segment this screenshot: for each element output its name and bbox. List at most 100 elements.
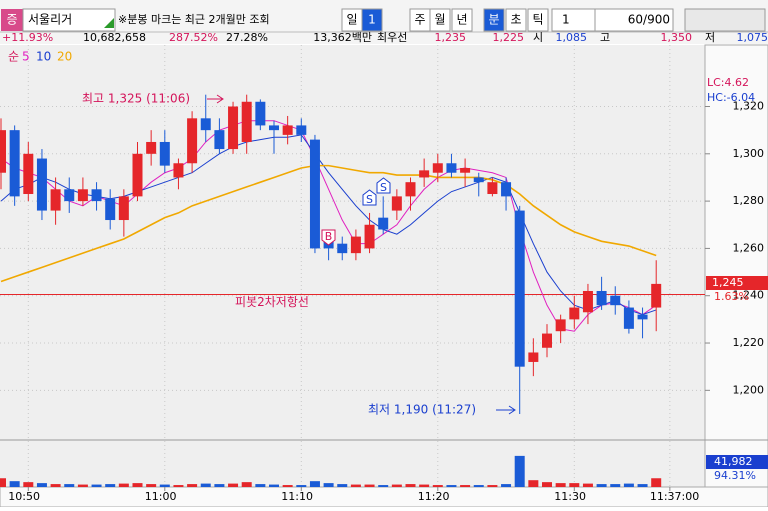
volume-bar xyxy=(597,484,607,487)
volume-bar xyxy=(337,484,347,487)
volume: 10,682,658 xyxy=(83,31,146,44)
volume-bar xyxy=(105,484,115,487)
toolbar-button-label[interactable]: 월 xyxy=(434,13,445,27)
stock-name[interactable]: 서울리거 xyxy=(28,13,72,27)
candle-body xyxy=(378,218,388,230)
candle-body xyxy=(255,102,265,126)
volume-bar xyxy=(433,485,443,487)
count-box[interactable] xyxy=(552,9,600,31)
candle-body xyxy=(583,291,593,312)
candle-body xyxy=(487,182,497,194)
volume-bar xyxy=(37,483,47,487)
toolbar-button-label[interactable]: 년 xyxy=(456,13,467,27)
vol-pct: 94.31% xyxy=(714,469,756,482)
toolbar-button-label[interactable]: 분 xyxy=(488,13,499,27)
volume-bar xyxy=(133,483,143,487)
candle-body xyxy=(624,308,634,329)
legend-ma10: 10 xyxy=(36,50,51,64)
volume-bar xyxy=(406,484,416,487)
volume-bar xyxy=(583,484,593,487)
y-tick-label: 1,300 xyxy=(733,147,765,160)
candle-body xyxy=(597,291,607,305)
volume-bar xyxy=(487,485,497,487)
candle-body xyxy=(528,352,538,361)
notice: ※분봉 마크는 최근 2개월만 조회 xyxy=(118,13,270,26)
change-pct: +11.93% xyxy=(2,31,53,44)
volume-bar xyxy=(92,485,102,487)
x-tick-label: 11:20 xyxy=(418,490,450,503)
candle-body xyxy=(10,130,20,196)
volume-bar xyxy=(310,481,320,487)
volume-bar xyxy=(296,485,306,487)
candle-body xyxy=(119,196,129,220)
volume-bar xyxy=(610,484,620,487)
candle-body xyxy=(337,244,347,253)
candle-body xyxy=(37,159,47,211)
candle-body xyxy=(365,225,375,249)
candle-body xyxy=(433,163,443,172)
candle-body xyxy=(474,177,484,182)
candle-body xyxy=(51,189,61,210)
toolbar-button-label[interactable]: 주 xyxy=(414,13,425,27)
candle-body xyxy=(160,142,170,166)
volume-bar xyxy=(378,485,388,487)
lc-label: LC:4.62 xyxy=(707,76,749,89)
count[interactable]: 1 xyxy=(562,13,570,27)
best-label: 최우선 xyxy=(377,31,407,44)
volume-bar xyxy=(446,485,456,487)
volume-bar xyxy=(569,483,579,487)
volume-bar xyxy=(283,485,293,487)
candle-body xyxy=(610,296,620,305)
ask: 1,235 xyxy=(435,31,467,44)
high-label: 고 xyxy=(600,31,610,44)
candle-body xyxy=(419,170,429,177)
low: 1,075 xyxy=(737,31,768,44)
candle-body xyxy=(105,199,115,220)
volume-bar xyxy=(528,480,538,487)
candle-body xyxy=(201,118,211,130)
toolbar-button-label[interactable]: 초 xyxy=(510,13,521,27)
candle-body xyxy=(283,125,293,134)
volume-bar xyxy=(501,484,511,487)
turnover: 27.28% xyxy=(226,31,268,44)
volume-bar xyxy=(324,483,334,487)
volume-bar xyxy=(515,456,525,487)
amount: 13,362백만 xyxy=(313,31,372,44)
toolbar-button-label[interactable]: 1 xyxy=(368,13,376,27)
low-note: 최저 1,190 (11:27) xyxy=(368,403,476,417)
open-label: 시 xyxy=(533,31,543,44)
toolbar-button-label[interactable]: 틱 xyxy=(532,13,543,27)
legend-ma20: 20 xyxy=(57,50,72,64)
candle-body xyxy=(64,189,74,201)
candle-body xyxy=(214,130,224,149)
candle-body xyxy=(242,102,252,142)
badge: 증 xyxy=(6,13,17,27)
candle-body xyxy=(0,130,6,173)
y-tick-label: 1,280 xyxy=(733,194,765,207)
candle-body xyxy=(310,140,320,249)
candle-body xyxy=(146,142,156,154)
y-tick-label: 1,200 xyxy=(733,383,765,396)
candle-body xyxy=(133,154,143,197)
candle-body xyxy=(228,106,238,149)
volume-bar xyxy=(365,485,375,487)
volume-bar xyxy=(0,478,6,487)
volume-bar xyxy=(119,484,129,487)
tool-icons[interactable] xyxy=(685,9,765,31)
volume-bar xyxy=(187,484,197,487)
volume-bar xyxy=(556,483,566,487)
candle-body xyxy=(501,182,511,196)
y-tick-label: 1,220 xyxy=(733,336,765,349)
price-pct: 1.63% xyxy=(714,290,749,303)
range[interactable]: 60/900 xyxy=(628,13,670,27)
x-tick-label: 10:50 xyxy=(8,490,40,503)
vol-label: 41,982 xyxy=(714,455,753,468)
toolbar-button-label[interactable]: 일 xyxy=(346,13,357,27)
candle-body xyxy=(446,163,456,172)
volume-bar xyxy=(173,485,183,487)
volume-bar xyxy=(624,484,634,487)
volume-bar xyxy=(201,484,211,487)
volume-bar xyxy=(651,478,661,487)
signal-label: B xyxy=(325,230,333,243)
volume-bar xyxy=(460,485,470,487)
